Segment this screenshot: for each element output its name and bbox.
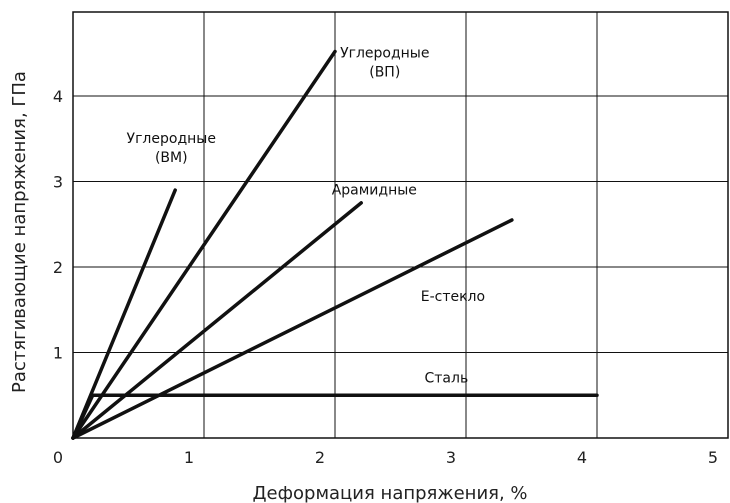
series-label-1: Углеродные (ВП) — [340, 46, 429, 81]
series-labels: Углеродные (ВМ) Углеродные (ВП) Арамидные Е-с… — [127, 46, 486, 387]
x-tick-label: 4 — [577, 448, 587, 467]
y-tick-labels: 1 2 3 4 — [53, 87, 63, 363]
x-tick-label: 5 — [708, 448, 718, 467]
series-line-1 — [71, 49, 337, 440]
plot-frame — [72, 11, 729, 439]
series-line-3 — [71, 218, 514, 440]
y-tick-label: 3 — [53, 173, 63, 192]
series-line-0 — [71, 188, 177, 440]
series-line-2 — [71, 201, 363, 440]
x-tick-labels: 0 1 2 3 4 5 — [53, 448, 718, 467]
x-tick-label: 3 — [446, 448, 456, 467]
y-axis-title: Растягивающие напряжения, ГПа — [9, 71, 30, 393]
grid-lines — [72, 11, 729, 439]
x-tick-label: 0 — [53, 448, 63, 467]
y-tick-label: 1 — [53, 344, 63, 363]
series-label-0: Углеродные (ВМ) — [127, 131, 216, 166]
series-label-4: Сталь — [424, 370, 468, 386]
series-label-3: Е-стекло — [421, 289, 485, 305]
series-line-4 — [71, 393, 599, 440]
series-label-2: Арамидные — [332, 182, 417, 198]
y-tick-label: 4 — [53, 87, 63, 106]
series-lines — [71, 49, 599, 440]
x-tick-label: 1 — [184, 448, 194, 467]
x-tick-label: 2 — [315, 448, 325, 467]
x-axis-title: Деформация напряжения, % — [252, 483, 527, 503]
y-tick-label: 2 — [53, 258, 63, 277]
